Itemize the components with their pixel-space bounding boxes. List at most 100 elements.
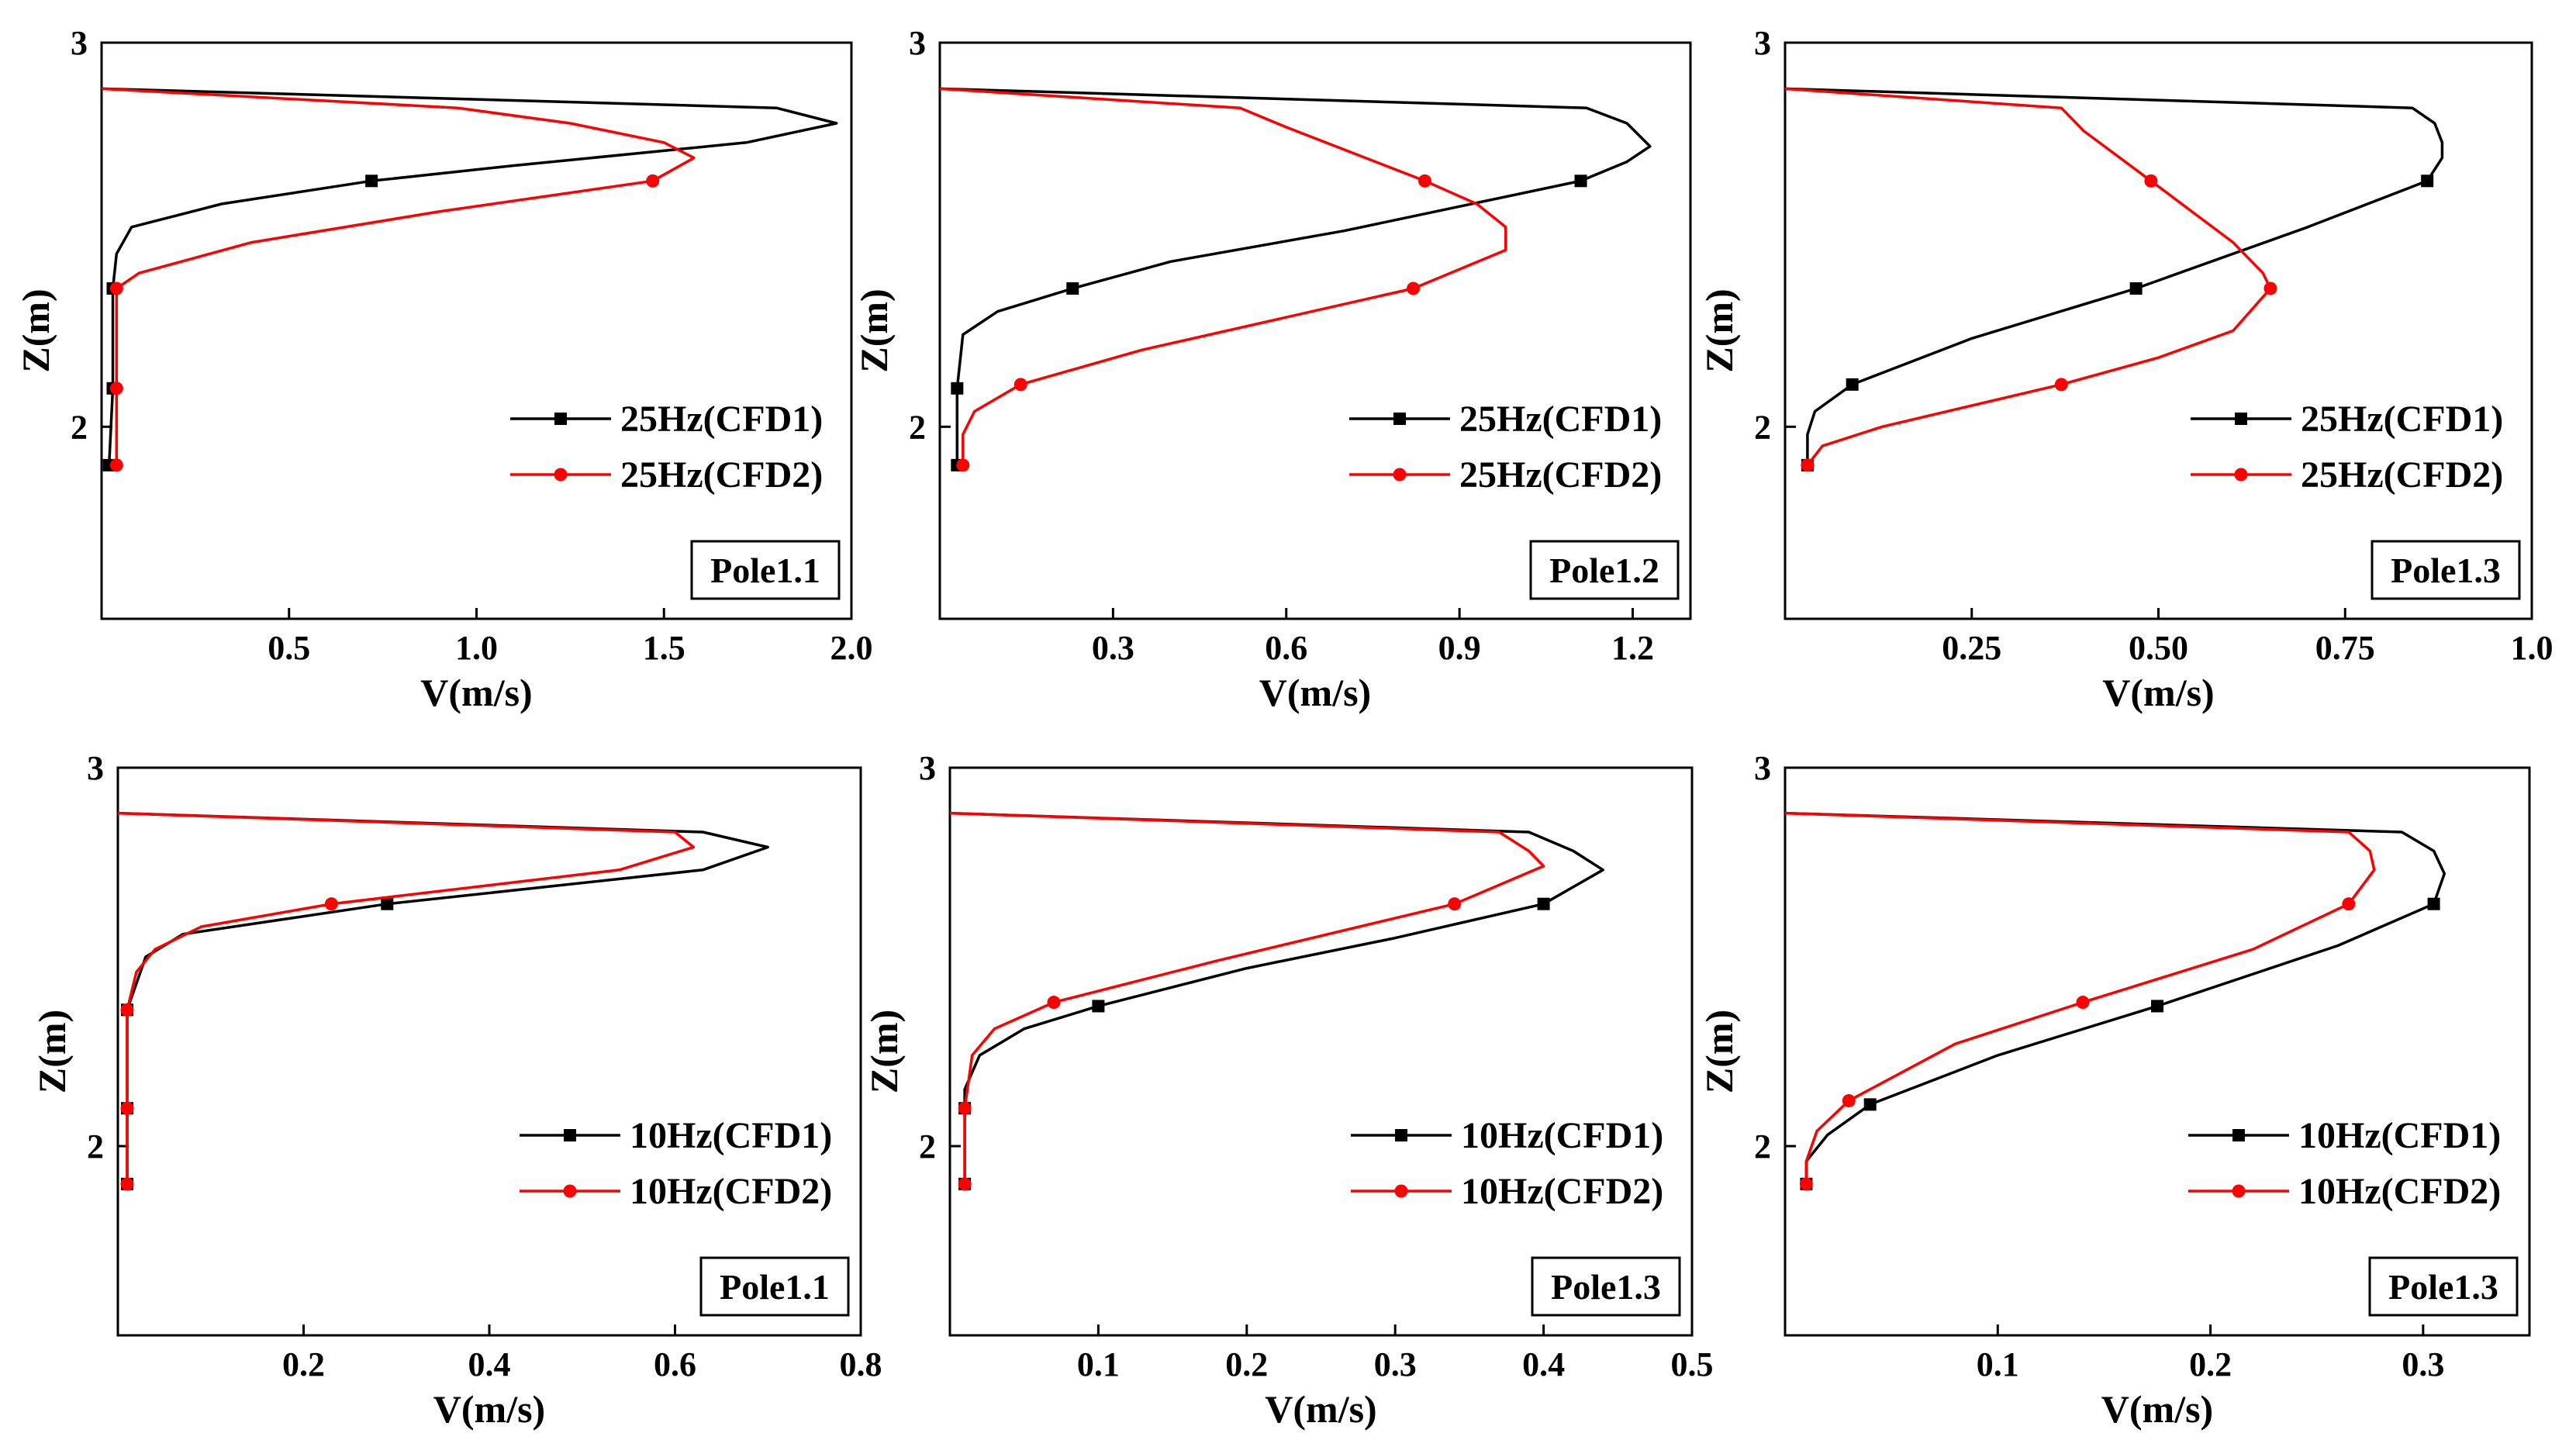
data-point <box>2342 897 2356 911</box>
x-tick-label: 0.8 <box>840 1345 882 1383</box>
series-line <box>939 87 1507 465</box>
x-tick-label: 0.5 <box>1671 1345 1714 1383</box>
data-point <box>1846 378 1859 391</box>
legend-label: 10Hz(CFD2) <box>630 1171 832 1212</box>
y-tick-label: 3 <box>909 24 926 62</box>
x-axis-label: V(m/s) <box>420 671 532 714</box>
plot-frame <box>948 766 1694 1337</box>
x-tick-label: 1.0 <box>455 629 498 667</box>
x-tick-label: 0.3 <box>1374 1345 1417 1383</box>
panel-tag-box <box>699 1256 850 1317</box>
x-tick-label: 0.2 <box>2189 1345 2232 1383</box>
series-line <box>101 87 696 465</box>
x-tick-label: 0.3 <box>2402 1345 2444 1383</box>
x-tick-label: 0.4 <box>468 1345 511 1383</box>
plot-frame <box>938 41 1692 620</box>
data-point <box>120 1101 134 1115</box>
x-tick-label: 0.2 <box>1225 1345 1268 1383</box>
chart-panel-2: 0.3 0.6 0.9 1.223V(m/s)Z(m)25Hz(CFD1)25Hz(C… <box>852 24 1692 714</box>
legend: 25Hz(CFD1) 25Hz(CFD2) <box>510 399 823 496</box>
legend-label: 10Hz(CFD1) <box>630 1115 832 1156</box>
data-point <box>120 1177 134 1191</box>
legend: 25Hz(CFD1) 25Hz(CFD2) <box>2191 399 2503 496</box>
data-point <box>1799 1177 1813 1191</box>
data-point <box>1417 174 1431 188</box>
series-25Hz(CFD2) <box>939 87 1507 472</box>
panel-tag-label: Pole1.1 <box>710 551 820 590</box>
x-axis-label: V(m/s) <box>2101 1387 2213 1431</box>
y-tick-label: 2 <box>71 408 88 446</box>
legend-marker <box>1394 1184 1408 1198</box>
data-point <box>365 174 378 188</box>
legend-label: 25Hz(CFD1) <box>1459 399 1662 440</box>
data-point <box>1448 897 1462 911</box>
y-axis-label: Z(m) <box>14 288 57 372</box>
series-line <box>1784 87 2272 466</box>
data-point <box>2151 1000 2163 1013</box>
data-point <box>2076 996 2090 1010</box>
chart-panel-6: 0.1 0.2 0.3 2 3 V(m/s) Z(m) 10Hz(CFD1) 10Hz(CFD2… <box>1697 749 2531 1431</box>
data-point <box>324 897 338 911</box>
series-line <box>949 811 1545 1184</box>
data-point <box>1863 1098 1877 1111</box>
y-axis-label: Z(m) <box>1697 288 1741 372</box>
series-line <box>1784 87 2444 465</box>
data-point <box>1047 996 1061 1010</box>
series-line <box>949 811 1604 1184</box>
x-tick-label: 0.4 <box>1522 1345 1565 1383</box>
x-axis-label: V(m/s) <box>1259 671 1371 714</box>
series-line <box>1784 811 2447 1184</box>
data-point <box>2054 378 2068 392</box>
x-tick-label: 0.1 <box>1077 1345 1120 1383</box>
y-tick-label: 2 <box>1754 1128 1771 1166</box>
legend-label: 25Hz(CFD2) <box>2301 454 2503 496</box>
panel-tag-label: Pole1.3 <box>2388 1267 2498 1307</box>
panel-tag-box <box>2368 1256 2519 1317</box>
legend: 10Hz(CFD1) 10Hz(CFD2) <box>2188 1115 2501 1212</box>
legend-marker <box>2232 1129 2245 1141</box>
data-point <box>956 458 970 472</box>
legend-marker <box>1393 468 1407 482</box>
x-tick-label: 0.1 <box>1977 1345 2019 1383</box>
data-point <box>1092 1000 1105 1013</box>
legend-marker <box>1395 1129 1407 1141</box>
legend-marker <box>563 1184 577 1198</box>
data-point <box>1013 378 1027 392</box>
legend: 10Hz(CFD1) 10Hz(CFD2) <box>520 1115 832 1212</box>
legend-label: 10Hz(CFD2) <box>2298 1171 2501 1212</box>
x-axis-label: V(m/s) <box>433 1387 545 1431</box>
x-tick-label: 1.0 <box>2511 629 2554 667</box>
legend-label: 10Hz(CFD1) <box>2298 1115 2501 1156</box>
data-point <box>646 174 660 188</box>
legend-label: 25Hz(CFD2) <box>620 454 823 496</box>
series-10Hz(CFD2) <box>949 811 1545 1191</box>
y-tick-label: 2 <box>1754 408 1771 446</box>
x-tick-label: 0.6 <box>654 1345 696 1383</box>
x-tick-label: 1.5 <box>643 629 685 667</box>
panel-tag-label: Pole1.2 <box>1549 551 1659 590</box>
data-point <box>2263 281 2277 295</box>
y-axis-label: Z(m) <box>852 288 896 372</box>
series-10Hz(CFD2) <box>117 811 696 1191</box>
x-tick-label: 0.5 <box>268 629 310 667</box>
data-point <box>2129 282 2143 295</box>
y-tick-label: 2 <box>87 1128 104 1166</box>
chart-panel-4: 0.2 0.4 0.6 0.823V(m/s)Z(m)10Hz(CFD1)10Hz(C… <box>30 749 882 1431</box>
legend-label: 10Hz(CFD2) <box>1461 1171 1663 1212</box>
plot-frame <box>1784 766 2531 1337</box>
y-axis-label: Z(m) <box>30 1010 74 1093</box>
series-line <box>1784 811 2376 1184</box>
y-tick-label: 3 <box>919 749 936 787</box>
data-point <box>120 1003 134 1017</box>
data-point <box>2144 174 2158 188</box>
panel-tag-box <box>1531 1256 1681 1317</box>
data-point <box>1574 174 1587 188</box>
x-axis-label: V(m/s) <box>1265 1387 1376 1431</box>
data-point <box>958 1101 972 1115</box>
legend-marker <box>1393 413 1406 425</box>
series-25Hz(CFD2) <box>101 87 696 472</box>
series-line <box>117 811 696 1184</box>
plot-frame <box>1784 41 2533 620</box>
data-point <box>1407 281 1421 295</box>
